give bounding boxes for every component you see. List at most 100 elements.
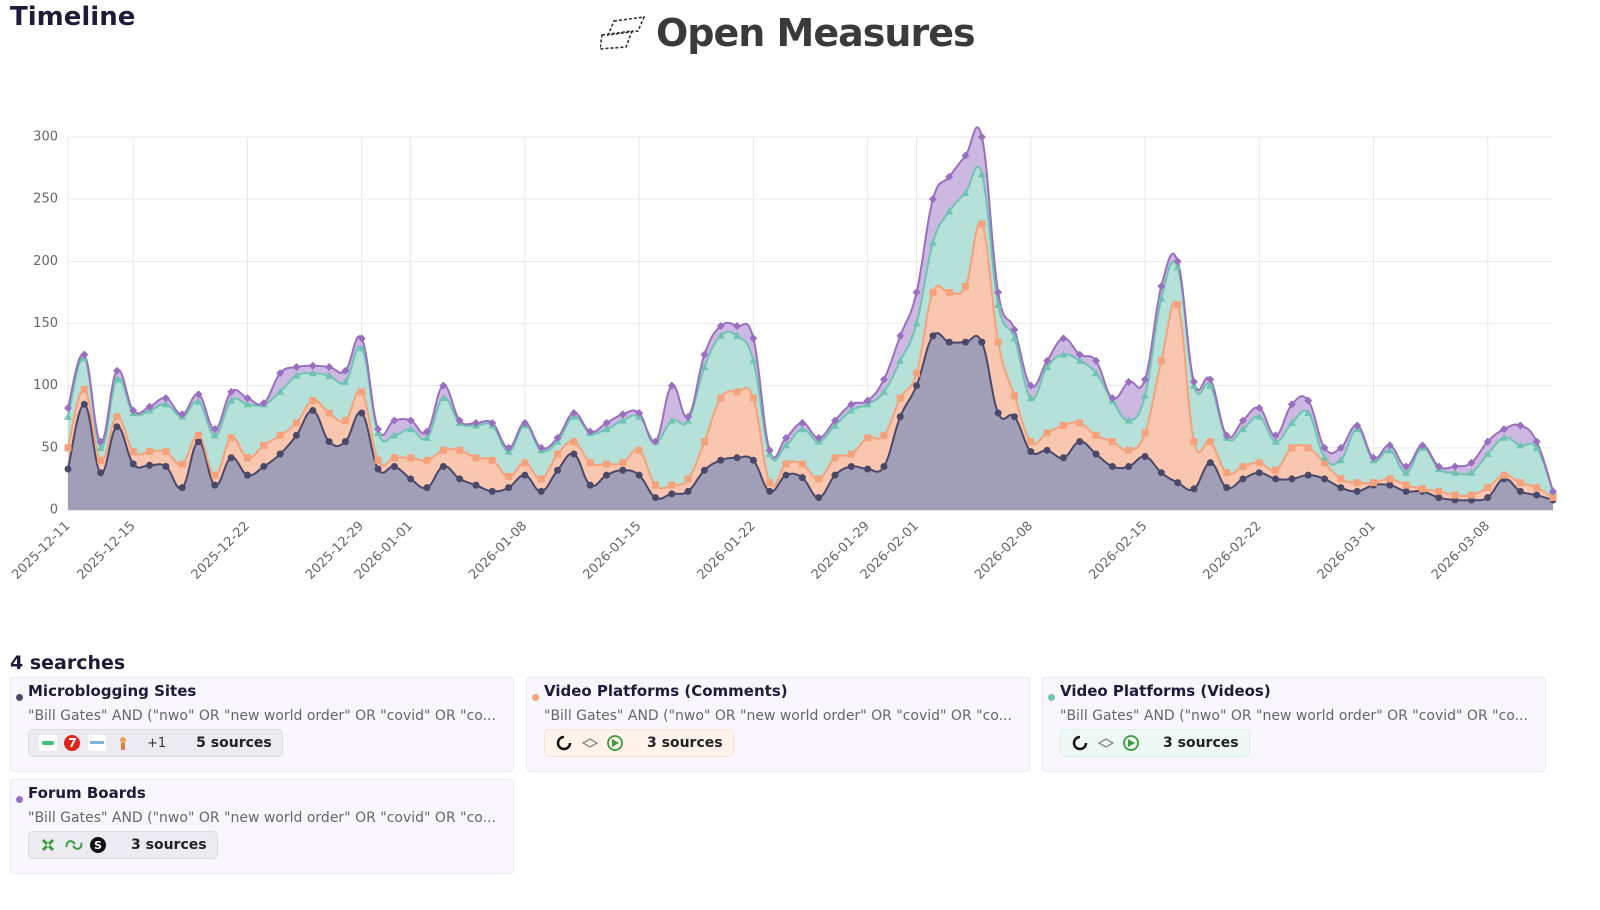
point — [945, 207, 954, 215]
source-icons — [1072, 735, 1139, 751]
point — [994, 300, 1003, 308]
point — [521, 471, 529, 479]
point — [1059, 350, 1068, 358]
extra-sources: +1 — [147, 735, 167, 751]
point — [390, 462, 398, 470]
point — [1206, 438, 1214, 446]
point — [341, 377, 350, 385]
point — [456, 446, 464, 454]
point — [292, 363, 301, 372]
point — [667, 381, 676, 390]
point — [1304, 409, 1313, 417]
point — [1255, 404, 1264, 413]
point — [962, 338, 970, 346]
point — [439, 394, 448, 402]
search-card[interactable]: Video Platforms (Comments) "Bill Gates" … — [526, 677, 1030, 772]
point — [407, 454, 415, 462]
point — [668, 481, 676, 489]
point — [439, 381, 448, 390]
point — [1059, 334, 1068, 343]
point — [357, 344, 366, 352]
sources-pill[interactable]: +1 5 sources — [28, 729, 283, 757]
point — [586, 459, 594, 467]
svg-text:S: S — [94, 839, 102, 852]
point — [472, 454, 480, 462]
point — [782, 441, 791, 449]
point — [488, 456, 496, 464]
point — [211, 471, 219, 479]
point — [994, 288, 1003, 297]
point — [1026, 381, 1035, 390]
sources-count: 3 sources — [647, 735, 723, 751]
point — [602, 425, 611, 433]
point — [749, 456, 757, 464]
point — [162, 448, 170, 456]
series-points — [64, 133, 1557, 496]
point — [962, 282, 970, 290]
point — [1320, 453, 1329, 461]
point — [211, 481, 219, 489]
point — [651, 481, 659, 489]
point — [341, 366, 350, 375]
point — [309, 397, 317, 405]
sources-pill[interactable]: 3 sources — [544, 729, 734, 757]
point — [684, 475, 692, 483]
point — [1108, 438, 1116, 446]
point — [145, 402, 154, 411]
point — [1255, 469, 1263, 477]
point — [1418, 485, 1426, 493]
point — [1206, 459, 1214, 467]
point — [227, 396, 236, 404]
point — [912, 288, 921, 297]
point — [227, 454, 235, 462]
point — [456, 475, 464, 483]
point — [520, 418, 529, 427]
point — [1271, 437, 1280, 445]
series-dot — [16, 694, 23, 701]
point — [374, 465, 382, 473]
point — [928, 195, 937, 204]
point — [1125, 446, 1133, 454]
point — [210, 425, 219, 434]
point — [1549, 494, 1557, 502]
point — [390, 431, 399, 439]
search-card[interactable]: Forum Boards "Bill Gates" AND ("nwo" OR … — [10, 779, 514, 874]
point — [1500, 425, 1509, 434]
point — [1369, 453, 1378, 462]
point — [1435, 487, 1443, 495]
point — [765, 446, 774, 455]
point — [945, 288, 953, 296]
point — [406, 416, 415, 425]
point — [406, 425, 415, 433]
point — [504, 443, 513, 452]
point — [488, 487, 496, 495]
point — [1516, 441, 1525, 449]
point — [1141, 429, 1149, 437]
brand[interactable]: Open Measures — [600, 8, 976, 58]
source-icons — [39, 735, 126, 751]
point — [488, 418, 497, 427]
point — [830, 416, 839, 425]
search-card[interactable]: Video Platforms (Videos) "Bill Gates" AN… — [1042, 677, 1546, 772]
point — [1484, 494, 1492, 502]
point — [1533, 491, 1541, 499]
source-icons — [556, 735, 623, 751]
point — [570, 438, 578, 446]
sources-pill[interactable]: 3 sources — [1060, 729, 1250, 757]
point — [260, 462, 268, 470]
x-tick-label: 2026-02-22 — [1201, 519, 1265, 583]
y-tick-label: 300 — [33, 130, 58, 145]
point — [1484, 484, 1492, 492]
point — [929, 332, 937, 340]
point — [831, 454, 839, 462]
point — [961, 151, 970, 160]
point — [243, 394, 252, 403]
sources-pill[interactable]: S 3 sources — [28, 831, 218, 859]
point — [1369, 479, 1377, 487]
point — [341, 416, 349, 424]
point — [586, 427, 595, 436]
point — [1402, 468, 1411, 476]
point — [700, 350, 709, 359]
search-card[interactable]: Microblogging Sites "Bill Gates" AND ("n… — [10, 677, 514, 772]
point — [161, 400, 170, 408]
